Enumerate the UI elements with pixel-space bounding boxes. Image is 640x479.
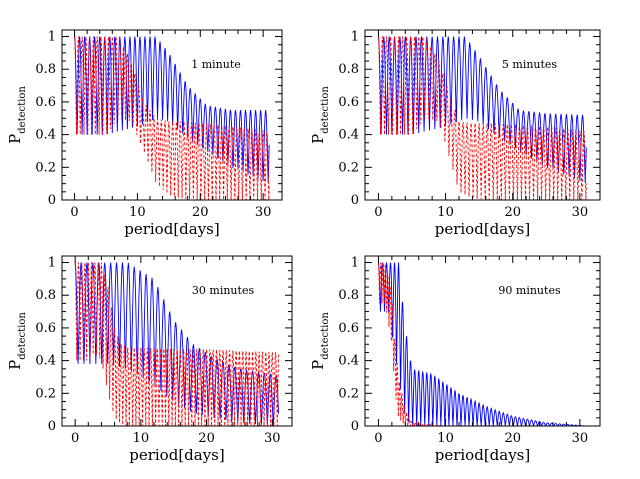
y-tick-label: 0.8: [338, 62, 359, 77]
y-tick-label: 1: [48, 30, 56, 45]
solid-series-line: [377, 36, 587, 184]
y-axis-title: Pdetection: [309, 312, 331, 370]
panel-2: 0 10 20 30 0 0.2 0.4 0.6 0.8 1 period[days] Pdetect…: [309, 29, 601, 238]
x-tick-label: 20: [192, 205, 209, 220]
panel-1: 0 10 20 30 0 0.2 0.4 0.6 0.8 1 period[days] Pdetect…: [6, 29, 283, 238]
y-tick-label: 0.2: [35, 160, 56, 175]
plot-area: [377, 36, 587, 200]
x-tick-label: 0: [374, 205, 382, 220]
y-tick-label: 0.4: [338, 128, 359, 143]
x-tick-label: 30: [572, 431, 589, 446]
plot-area: [74, 36, 270, 200]
x-axis-title: period[days]: [435, 220, 531, 238]
panel-3: 0 10 20 30 0 0.2 0.4 0.6 0.8 1 period[days] Pdetect…: [6, 255, 293, 464]
x-tick-label: 0: [70, 205, 78, 220]
x-tick-label: 10: [437, 431, 454, 446]
dashed-series-line: [74, 36, 270, 200]
x-axis-title: period[days]: [129, 446, 225, 464]
x-tick-label: 20: [198, 431, 215, 446]
y-tick-label: 1: [351, 256, 359, 271]
y-tick-label: 1: [351, 30, 359, 45]
y-tick-label: 0.8: [338, 288, 359, 303]
panel-annotation: 90 minutes: [498, 284, 561, 297]
plot-frame: [364, 29, 601, 201]
y-tick-label: 0: [48, 193, 56, 208]
y-axis-title: Pdetection: [309, 86, 331, 144]
y-tick-label: 0.6: [338, 321, 359, 336]
y-tick-label: 0.4: [35, 354, 56, 369]
x-tick-label: 0: [374, 431, 382, 446]
x-axis-title: period[days]: [435, 446, 531, 464]
y-tick-label: 0.6: [35, 95, 56, 110]
y-axis-title: Pdetection: [6, 86, 28, 144]
panel-annotation: 1 minute: [191, 58, 241, 71]
y-tick-label: 0.8: [35, 288, 56, 303]
plot-area: [74, 262, 280, 426]
x-tick-label: 20: [504, 205, 521, 220]
plot-frame: [61, 29, 283, 201]
y-tick-label: 0.2: [338, 160, 359, 175]
y-tick-label: 0.6: [35, 321, 56, 336]
panel-annotation: 5 minutes: [502, 58, 558, 71]
y-tick-label: 0: [351, 193, 359, 208]
x-tick-label: 30: [572, 205, 589, 220]
plot-frame: [364, 255, 601, 427]
x-tick-label: 10: [133, 431, 150, 446]
y-tick-label: 0.4: [338, 354, 359, 369]
panel-annotation: 30 minutes: [192, 284, 255, 297]
y-axis-title: Pdetection: [6, 312, 28, 370]
y-tick-label: 0.2: [35, 386, 56, 401]
y-tick-label: 0.2: [338, 386, 359, 401]
plot-frame: [61, 255, 293, 427]
x-axis-title: period[days]: [124, 220, 220, 238]
solid-series-line: [377, 262, 587, 426]
dashed-series-line: [74, 262, 280, 426]
x-tick-label: 10: [437, 205, 454, 220]
x-tick-label: 20: [504, 431, 521, 446]
x-tick-label: 30: [264, 431, 281, 446]
y-tick-label: 0.8: [35, 62, 56, 77]
y-tick-label: 0: [48, 419, 56, 434]
dashed-series-line: [377, 36, 587, 200]
plot-area: [377, 262, 587, 426]
x-tick-label: 0: [71, 431, 79, 446]
y-tick-label: 1: [48, 256, 56, 271]
panel-4: 0 10 20 30 0 0.2 0.4 0.6 0.8 1 period[days] Pdetect…: [309, 255, 601, 464]
x-tick-label: 10: [129, 205, 146, 220]
y-tick-label: 0.4: [35, 128, 56, 143]
x-tick-label: 30: [255, 205, 272, 220]
y-tick-label: 0.6: [338, 95, 359, 110]
y-tick-label: 0: [351, 419, 359, 434]
